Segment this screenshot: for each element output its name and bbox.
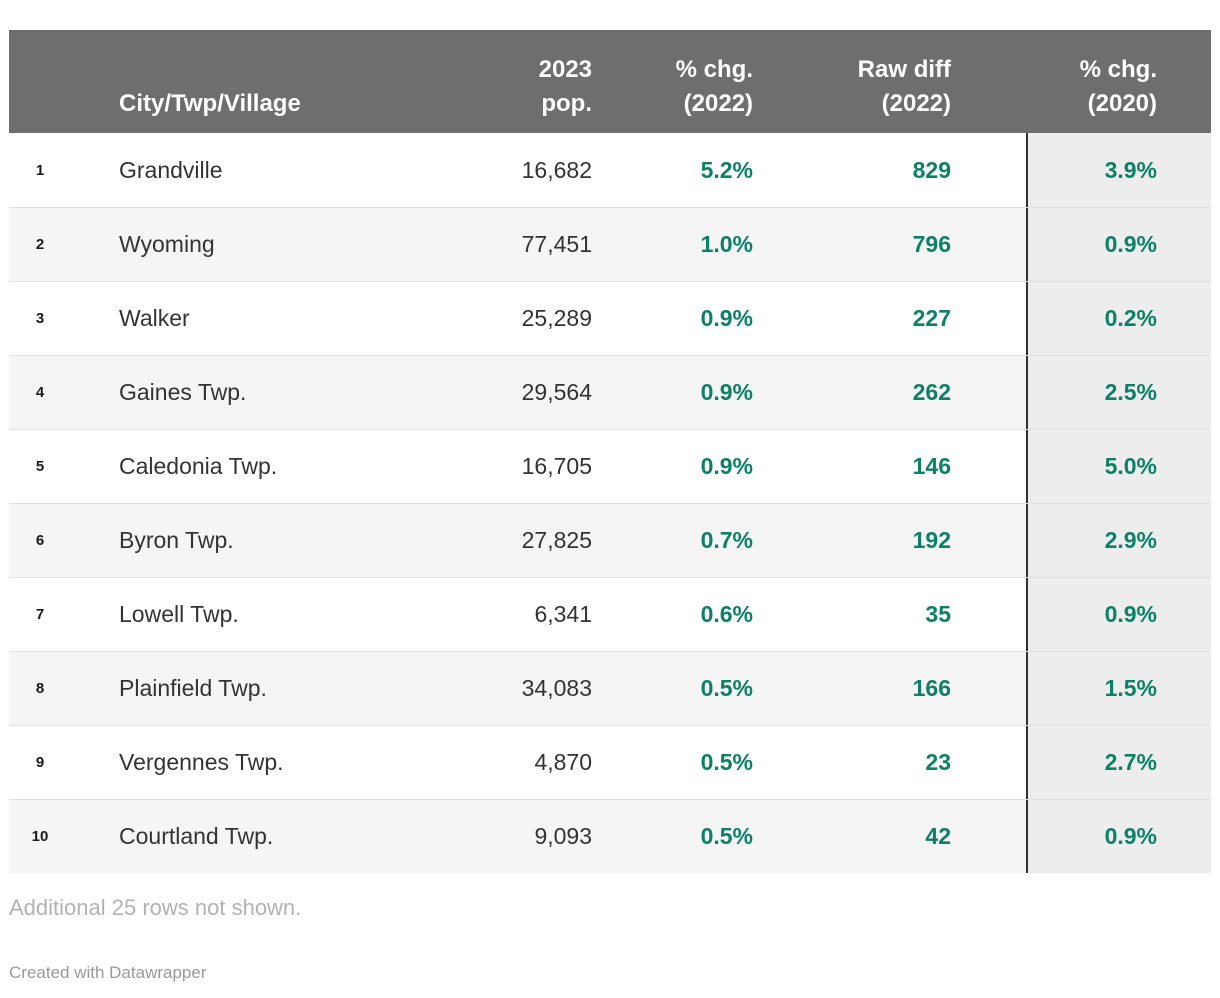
cell-pct2022: 0.7% [700, 527, 753, 553]
table-row: 9 Vergennes Twp. 4,870 0.5% 23 2.7% [9, 725, 1211, 799]
cell-raw: 166 [912, 675, 951, 701]
cell-raw: 146 [912, 453, 951, 479]
cell-pop: 29,564 [521, 379, 592, 405]
cell-pct2022: 0.6% [700, 601, 753, 627]
cell-raw: 35 [925, 601, 951, 627]
cell-name: Byron Twp. [119, 527, 234, 553]
cell-name: Vergennes Twp. [119, 749, 284, 775]
table-row: 10 Courtland Twp. 9,093 0.5% 42 0.9% [9, 799, 1211, 873]
datawrapper-credit: Created with Datawrapper [9, 963, 207, 982]
table-row: 8 Plainfield Twp. 34,083 0.5% 166 1.5% [9, 651, 1211, 725]
cell-pct2020: 0.2% [1026, 282, 1211, 355]
cell-rank: 6 [35, 532, 45, 549]
col-header-pct-chg-2022: % chg. (2022) [675, 56, 753, 117]
col-header-pop-2023: 2023 pop. [538, 56, 592, 117]
cell-raw: 227 [912, 305, 951, 331]
cell-pct2020: 5.0% [1026, 430, 1211, 503]
cell-pct2020: 0.9% [1026, 208, 1211, 281]
cell-raw: 829 [912, 156, 951, 183]
table-body: 1 Grandville 16,682 5.2% 829 3.9% 2 Wyoming 77,4… [9, 133, 1211, 873]
cell-pct2020: 0.9% [1026, 800, 1211, 873]
cell-name: Caledonia Twp. [119, 453, 278, 479]
cell-pop: 9,093 [534, 823, 592, 849]
cell-rank: 1 [35, 161, 45, 179]
cell-pct2022: 0.9% [700, 453, 753, 479]
cell-rank: 5 [35, 458, 45, 475]
table-header: City/Twp/Village 2023 pop. % chg. (2022)… [9, 30, 1211, 133]
col-header-raw-diff-2022: Raw diff (2022) [857, 56, 951, 117]
cell-rank: 4 [35, 384, 45, 401]
cell-raw: 42 [925, 823, 951, 849]
cell-pct2020: 3.9% [1026, 133, 1211, 207]
cell-raw: 23 [925, 749, 951, 775]
cell-pop: 34,083 [521, 675, 592, 701]
table-row: 3 Walker 25,289 0.9% 227 0.2% [9, 281, 1211, 355]
cell-pct2022: 0.9% [700, 305, 753, 331]
cell-name: Lowell Twp. [119, 601, 239, 627]
cell-pct2022: 1.0% [700, 231, 753, 257]
cell-pct2020: 2.7% [1026, 726, 1211, 799]
table-row: 4 Gaines Twp. 29,564 0.9% 262 2.5% [9, 355, 1211, 429]
cell-pop: 77,451 [521, 231, 592, 257]
cell-pop: 27,825 [521, 527, 592, 553]
cell-pct2020: 2.9% [1026, 504, 1211, 577]
table-row: 2 Wyoming 77,451 1.0% 796 0.9% [9, 207, 1211, 281]
footnote: Additional 25 rows not shown. [9, 895, 302, 920]
cell-pct2022: 0.5% [700, 675, 753, 701]
cell-name: Wyoming [119, 231, 215, 257]
cell-pct2022: 5.2% [700, 156, 753, 183]
cell-raw: 796 [912, 231, 951, 257]
cell-pct2022: 0.9% [700, 379, 753, 405]
cell-pct2022: 0.5% [700, 823, 753, 849]
cell-pop: 25,289 [521, 305, 592, 331]
cell-pop: 6,341 [534, 601, 592, 627]
cell-rank: 8 [35, 680, 45, 697]
cell-rank: 3 [35, 310, 45, 327]
table-row: 7 Lowell Twp. 6,341 0.6% 35 0.9% [9, 577, 1211, 651]
cell-raw: 192 [912, 527, 951, 553]
cell-pop: 16,682 [521, 156, 592, 183]
cell-pop: 16,705 [521, 453, 592, 479]
cell-name: Courtland Twp. [119, 823, 274, 849]
cell-pct2022: 0.5% [700, 749, 753, 775]
col-header-city: City/Twp/Village [119, 90, 301, 117]
table-row: 1 Grandville 16,682 5.2% 829 3.9% [9, 133, 1211, 207]
col-header-pct-chg-2020: % chg. (2020) [1079, 56, 1157, 117]
cell-rank: 10 [31, 828, 49, 845]
cell-rank: 7 [35, 606, 45, 623]
cell-pct2020: 2.5% [1026, 356, 1211, 429]
cell-rank: 2 [35, 236, 45, 253]
cell-name: Plainfield Twp. [119, 675, 267, 701]
cell-pct2020: 0.9% [1026, 578, 1211, 651]
cell-pct2020: 1.5% [1026, 652, 1211, 725]
cell-name: Grandville [119, 156, 223, 183]
table-row: 6 Byron Twp. 27,825 0.7% 192 2.9% [9, 503, 1211, 577]
table-row: 5 Caledonia Twp. 16,705 0.9% 146 5.0% [9, 429, 1211, 503]
cell-rank: 9 [35, 754, 45, 771]
col-header-rank [9, 30, 71, 133]
cell-name: Walker [119, 305, 190, 331]
cell-raw: 262 [912, 379, 951, 405]
cell-pop: 4,870 [534, 749, 592, 775]
cell-name: Gaines Twp. [119, 379, 247, 405]
